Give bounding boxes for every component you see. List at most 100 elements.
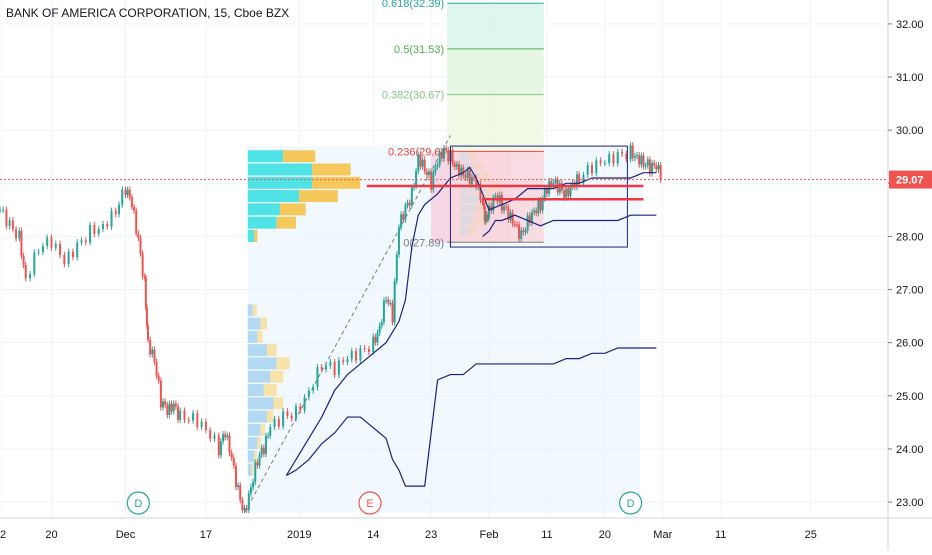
volume-profile-top-bar-a [247, 216, 277, 229]
candle-body [541, 198, 544, 211]
candle-body [262, 447, 265, 454]
candle-body [402, 214, 405, 220]
candle-body [245, 508, 248, 510]
candle-body [470, 176, 473, 185]
candle-body [247, 493, 250, 510]
candle-body [187, 419, 190, 421]
grid [0, 0, 888, 518]
candle-body [166, 405, 169, 416]
candle-body [530, 212, 533, 223]
candle-body [537, 200, 540, 214]
candle-body [591, 165, 593, 174]
candle-body [389, 303, 392, 305]
event-marker-label: D [134, 498, 142, 510]
candle-body [653, 163, 656, 166]
candle-body [636, 155, 639, 157]
candle-body [657, 165, 660, 170]
volume-profile-bottom-bar-a [247, 397, 274, 410]
event-marker [358, 491, 382, 515]
volume-profile-top-bar-a [247, 203, 280, 216]
candle-body [249, 487, 252, 494]
candle-body [130, 197, 133, 207]
candle-body [490, 205, 493, 211]
volume-profile-top-bar-b [254, 229, 258, 242]
fib-level-label: 0.236(29.6) [388, 146, 444, 158]
candle-body [269, 427, 272, 436]
candle-body [651, 163, 654, 174]
candle-body [273, 419, 276, 428]
volume-profile-bottom-bar-a [247, 317, 261, 330]
candle-body [397, 227, 400, 255]
candle-body [625, 153, 628, 160]
candle-body [599, 160, 602, 164]
candle-body [170, 403, 173, 412]
candle-body [237, 485, 240, 488]
candle-body [646, 159, 649, 166]
last-price-badge [889, 170, 932, 189]
candle-body [97, 229, 100, 234]
candle-body [277, 419, 280, 427]
candle-body [337, 360, 340, 375]
candle-body [543, 188, 546, 199]
time-tick-label: 12 [0, 529, 6, 541]
candle-body [612, 154, 615, 164]
candle-body [239, 485, 242, 501]
fib-zone [447, 3, 544, 49]
fib-level-label: 0(27.89) [403, 237, 444, 249]
time-tick-label: 14 [367, 529, 379, 541]
candle-body [157, 375, 160, 381]
candle-body [372, 336, 375, 353]
candle-body [325, 365, 328, 370]
candle-body [264, 435, 267, 454]
chart-title: BANK OF AMERICA CORPORATION, 15, Cboe BZ… [6, 6, 289, 20]
candle-body [526, 215, 529, 231]
candle-body [473, 176, 476, 179]
candle-body [376, 332, 379, 343]
volume-profile-top-bar-a [247, 163, 313, 176]
candle-body [63, 255, 66, 265]
volume-profile-bottom-bar-b [257, 437, 261, 450]
candle-body [24, 265, 27, 279]
candle-body [621, 151, 624, 154]
candle-body [177, 406, 180, 420]
candle-body [200, 421, 203, 427]
candle-body [226, 435, 229, 438]
volume-profile-bottom-bar-a [247, 344, 268, 357]
price-axis[interactable]: 23.0024.0025.0026.0027.0028.0029.0030.00… [888, 19, 932, 509]
candle-body [126, 189, 129, 195]
candle-body [378, 325, 381, 333]
candle-body [20, 230, 23, 256]
range-box [449, 145, 628, 248]
candle-body [421, 159, 424, 167]
fib-level-label: 0.618(32.39) [382, 0, 444, 10]
candle-body [8, 220, 11, 227]
vwap-feb-line [482, 214, 657, 237]
candle-body [524, 230, 527, 233]
candle-body [569, 186, 572, 196]
candle-body [46, 237, 49, 247]
fib-level-label: 0.5(31.53) [394, 44, 444, 56]
candle-body [101, 224, 104, 230]
candle-body [483, 206, 486, 222]
candle-body [89, 224, 92, 243]
price-tick-label: 31.00 [896, 72, 924, 84]
candle-body [462, 167, 465, 176]
candle-body [494, 195, 497, 198]
volume-profile-bottom-bar-a [247, 330, 258, 343]
time-axis[interactable]: 12 20 Dec 17 2019 14 23 Feb 11 20 Mar 11 25 [0, 529, 817, 541]
candle-body [434, 166, 437, 173]
volume-profile-bottom-bar-a [247, 383, 264, 396]
volume-profile-bottom-bar-a [247, 423, 261, 436]
candle-body [243, 508, 246, 511]
candle-body [254, 462, 257, 483]
vwap-upper-line [285, 166, 657, 476]
candle-body [118, 204, 121, 215]
candle-body [451, 150, 454, 164]
candle-body [616, 151, 619, 164]
candle-body [147, 325, 149, 340]
price-series [0, 142, 662, 514]
candle-body [267, 435, 270, 437]
candle-body [445, 147, 448, 151]
